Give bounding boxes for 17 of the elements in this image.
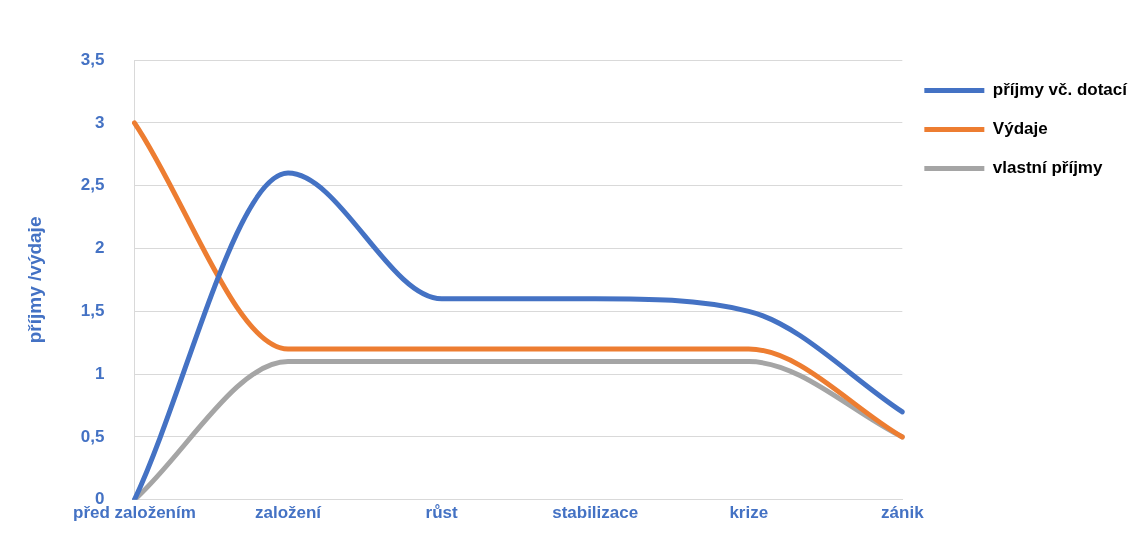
legend-label: vlastní příjmy — [992, 158, 1103, 178]
x-tick-label: stabilizace — [552, 502, 639, 522]
legend-label: Výdaje — [992, 119, 1048, 139]
x-tick-label: krize — [729, 502, 769, 522]
y-tick-label: 2 — [94, 238, 105, 258]
y-tick-label: 1,5 — [80, 301, 105, 320]
y-axis-title: příjmy /výdaje — [23, 216, 45, 344]
y-tick-label: 0,5 — [80, 426, 105, 446]
y-tick-label: 1 — [94, 363, 105, 383]
legend-label: příjmy vč. dotací — [992, 80, 1129, 100]
x-tick-label: založení — [254, 502, 323, 522]
x-tick-label: růst — [425, 502, 458, 522]
x-tick-label: zánik — [881, 502, 925, 522]
y-tick-label: 2,5 — [80, 175, 105, 195]
y-tick-label: 3 — [94, 112, 105, 132]
y-tick-label: 3,5 — [80, 49, 105, 69]
y-tick-label: 0 — [94, 489, 105, 509]
